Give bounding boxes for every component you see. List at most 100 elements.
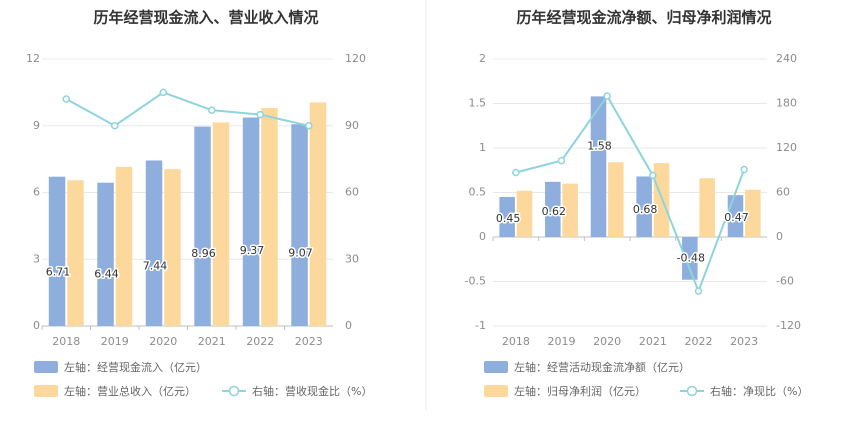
bar-secondary [164, 169, 181, 326]
left-axis-tick: 2 [479, 52, 486, 65]
legend-label: 左轴：经营现金流入（亿元） [64, 360, 207, 374]
right-axis-tick: 180 [776, 97, 797, 110]
x-axis-tick: 2023 [730, 335, 758, 348]
right-axis-tick: 240 [776, 52, 797, 65]
left-axis-tick: 0.5 [469, 186, 487, 199]
chart-title: 历年经营现金流入、营业收入情况 [93, 9, 318, 27]
legend: 左轴：经营活动现金流净额（亿元） 左轴：归母净利润（亿元） 右轴：净现比（%） [484, 360, 808, 398]
bar-series-group [48, 102, 327, 326]
right-axis-tick: -60 [776, 275, 794, 288]
left-axis-tick: 0 [33, 319, 40, 332]
right-axis-tick: 60 [776, 186, 790, 199]
bar-secondary [309, 102, 327, 326]
bar-primary [194, 126, 211, 326]
chart-net-cashflow-profit: 历年经营现金流净额、归母净利润情况 -1 -0.5 0 0.5 1 1.5 2 -120 -60 0… [465, 9, 809, 399]
legend: 左轴：经营现金流入（亿元） 左轴：营业总收入（亿元） 右轴：营收现金比（%） [34, 360, 372, 398]
bar-primary [499, 196, 515, 237]
ratio-line [65, 91, 309, 127]
left-axis-tick: 0 [479, 230, 486, 243]
legend-label: 右轴：营收现金比（%） [252, 384, 372, 398]
ratio-point [159, 88, 167, 97]
data-label: 0.68 [633, 203, 658, 216]
right-axis-tick: -120 [776, 319, 801, 332]
ratio-line [515, 94, 746, 294]
bar-primary [291, 124, 308, 326]
legend-swatch-marker [686, 385, 698, 397]
legend-label: 左轴：经营活动现金流净额（亿元） [514, 360, 690, 374]
right-axis-tick: 120 [776, 141, 797, 154]
ratio-point [256, 110, 264, 119]
left-axis-tick: 12 [26, 52, 40, 65]
ratio-point [208, 106, 216, 114]
ratio-point [649, 171, 657, 180]
bar-primary [636, 176, 652, 237]
data-label: 0.45 [496, 212, 521, 225]
bar-primary [242, 117, 260, 326]
bar-secondary [562, 183, 578, 237]
legend-label: 左轴：营业总收入（亿元） [64, 384, 196, 398]
x-axis-tick: 2020 [593, 335, 621, 348]
legend-swatch-bar [34, 385, 58, 397]
right-axis-tick: 0 [776, 230, 783, 243]
x-axis-tick: 2022 [246, 335, 274, 348]
bar-secondary [516, 190, 533, 237]
legend-swatch-bar [484, 385, 508, 397]
x-axis-tick: 2021 [198, 335, 226, 348]
x-axis-tick: 2019 [548, 335, 576, 348]
data-label: 6.71 [46, 265, 71, 278]
bar-primary [682, 237, 698, 280]
left-axis-tick: -0.5 [465, 275, 486, 288]
bar-primary [145, 160, 163, 326]
left-axis-tick: 3 [33, 252, 40, 265]
legend-swatch-bar [484, 361, 508, 373]
left-axis-tick: 9 [33, 119, 40, 132]
right-axis-tick: 30 [345, 252, 359, 265]
ratio-point [740, 165, 748, 174]
right-axis-tick: 120 [345, 52, 366, 65]
right-axis-tick: 0 [345, 319, 352, 332]
legend-label: 右轴：净现比（%） [710, 384, 808, 398]
data-label: 9.07 [288, 246, 313, 259]
data-label: 0.47 [724, 211, 749, 224]
bar-series-group [499, 96, 761, 280]
bar-primary [545, 181, 561, 237]
data-label: -0.48 [677, 251, 705, 264]
data-label: 9.37 [240, 244, 265, 257]
bar-secondary [745, 189, 761, 237]
left-axis-tick: 1 [479, 141, 486, 154]
bar-secondary [608, 162, 624, 237]
bar-secondary [261, 107, 278, 326]
left-axis-tick: 1.5 [469, 97, 487, 110]
x-axis-tick: 2018 [52, 335, 80, 348]
x-axis-tick: 2019 [101, 335, 129, 348]
ratio-point [557, 156, 566, 165]
data-label: 8.96 [191, 247, 216, 260]
x-axis-tick: 2021 [639, 335, 667, 348]
right-axis-tick: 90 [345, 119, 359, 132]
bar-primary [97, 182, 114, 326]
data-label: 6.44 [94, 267, 119, 280]
ratio-point [62, 95, 70, 103]
x-axis-tick: 2020 [149, 335, 177, 348]
right-axis-tick: 60 [345, 186, 359, 199]
bar-primary [48, 176, 66, 326]
ratio-point [305, 122, 313, 130]
left-axis-tick: -1 [475, 319, 486, 332]
bar-primary [590, 96, 607, 237]
bar-secondary [115, 166, 133, 326]
bar-secondary [699, 178, 715, 237]
data-label: 1.58 [587, 139, 612, 152]
legend-swatch-bar [34, 361, 58, 373]
data-label: 0.62 [542, 205, 567, 218]
x-axis-tick: 2023 [295, 335, 323, 348]
ratio-point [111, 122, 119, 130]
data-label: 7.44 [143, 259, 168, 272]
left-axis-tick: 6 [33, 186, 40, 199]
x-axis-tick: 2018 [502, 335, 530, 348]
bar-secondary [212, 122, 230, 326]
x-axis-tick: 2022 [685, 335, 713, 348]
legend-label: 左轴：归母净利润（亿元） [514, 384, 646, 398]
ratio-point [512, 168, 520, 177]
